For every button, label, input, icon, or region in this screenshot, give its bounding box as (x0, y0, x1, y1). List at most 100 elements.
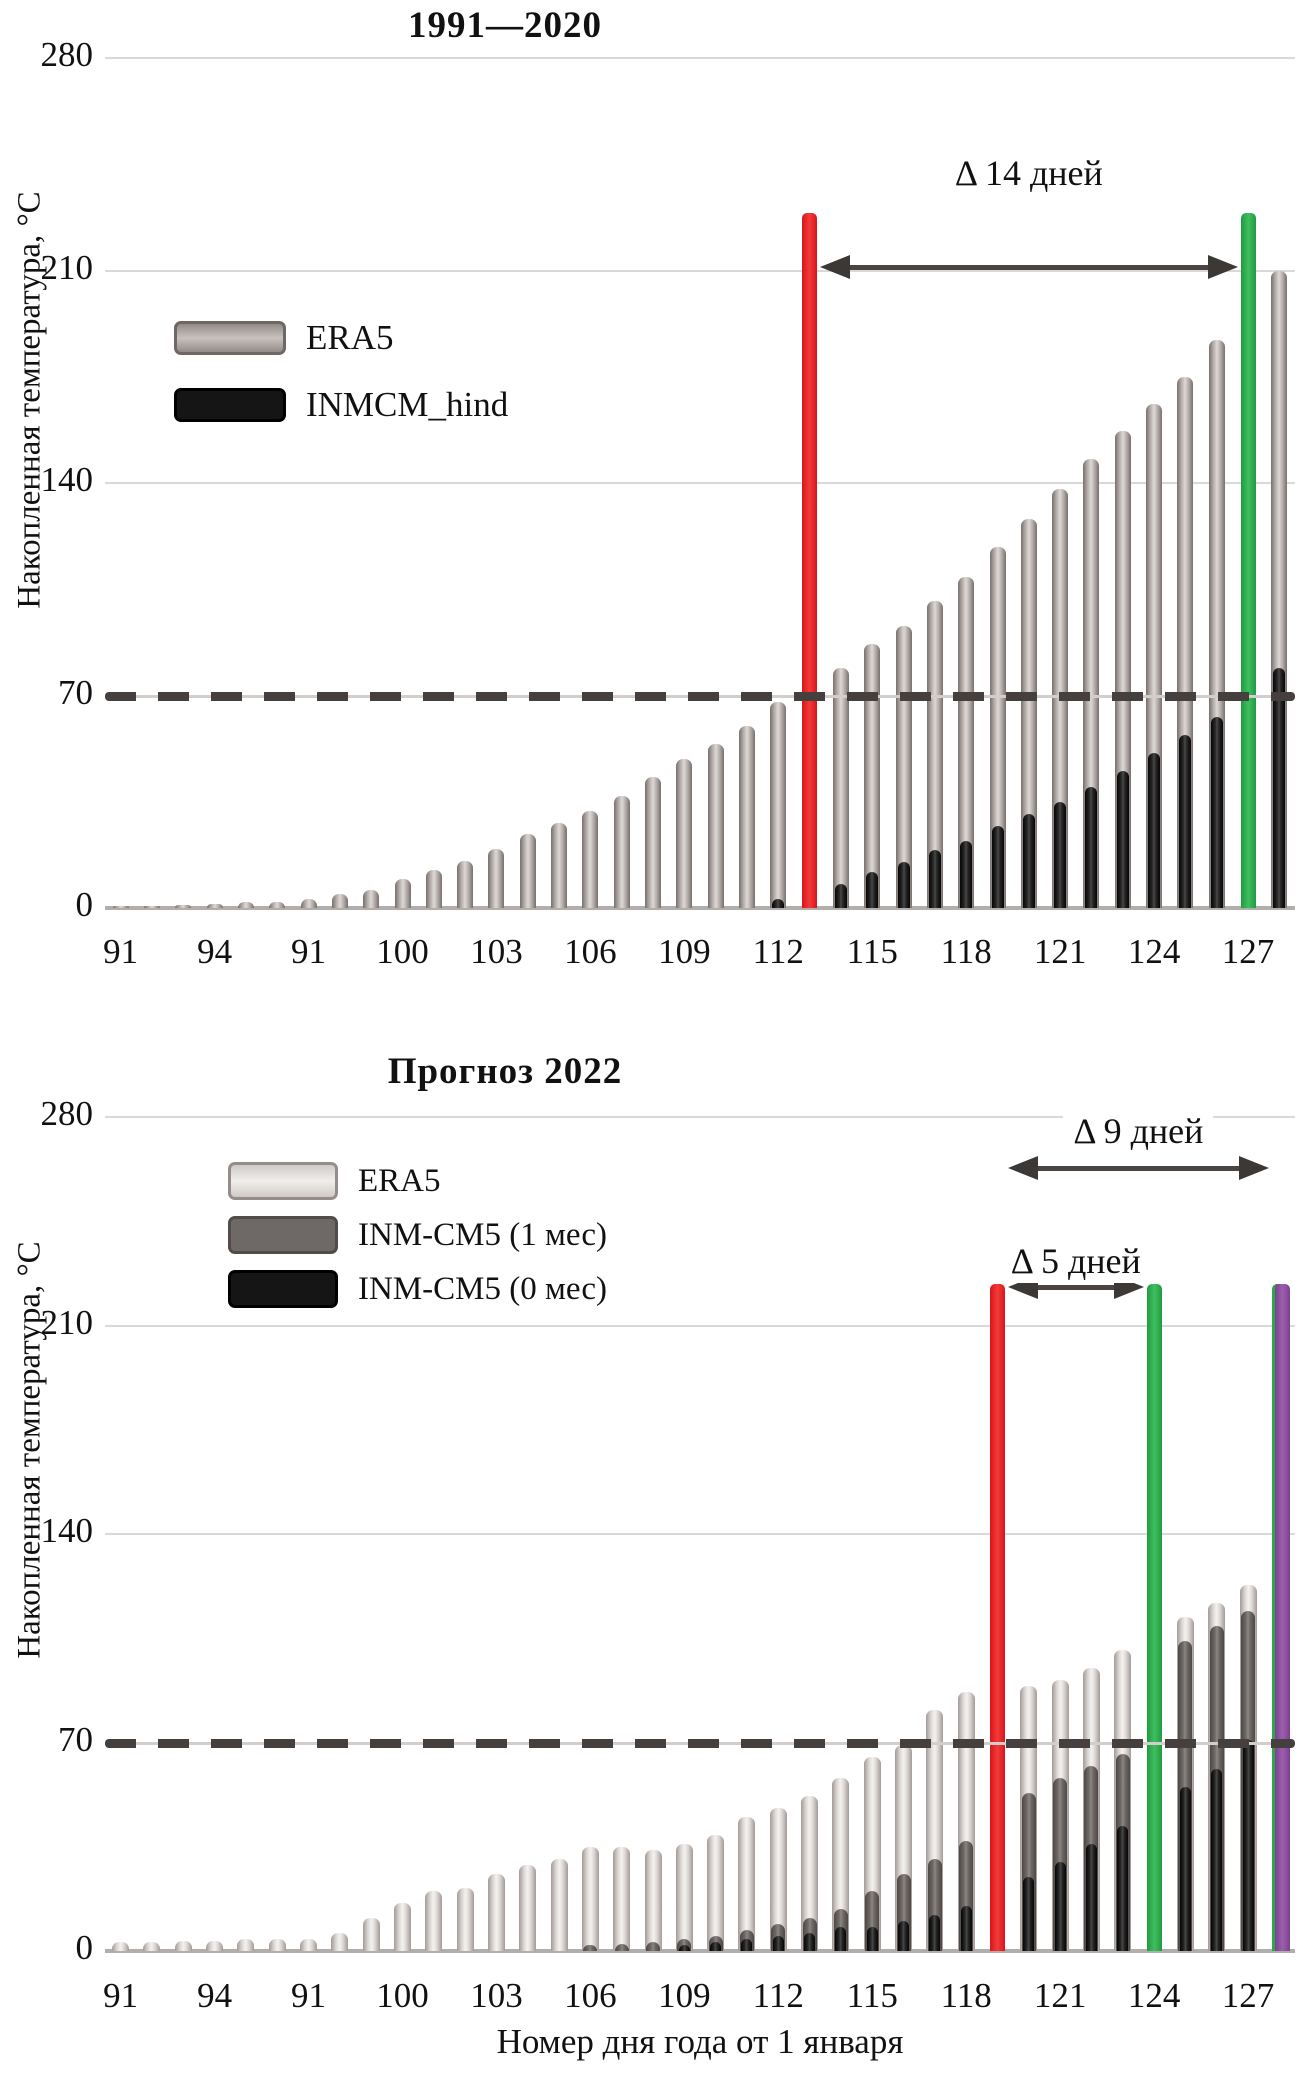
legend-swatch-era5 (174, 321, 286, 355)
gridline-210 (105, 1324, 1295, 1327)
gridline-140 (105, 1533, 1295, 1535)
bar-era5 (488, 848, 505, 908)
bar-era5 (864, 643, 881, 908)
bar-era5 (644, 1849, 662, 1951)
bar-inmcm-hind (866, 871, 879, 908)
y-tick-label: 70 (58, 1719, 93, 1759)
x-tick-label: 91 (291, 1976, 327, 2015)
bar-inm-cm5-0 (1085, 1843, 1097, 1951)
bar-inm-cm5-0 (929, 1915, 941, 1951)
bar-inm-cm5-0 (741, 1939, 753, 1951)
x-tick-label: 127 (1221, 1976, 1275, 2015)
bar-era5 (487, 1873, 505, 1951)
x-tick-label: 109 (658, 932, 711, 971)
bar-era5 (770, 701, 787, 908)
x-tick-label: 124 (1127, 1976, 1181, 2015)
x-tick-label: 103 (470, 932, 523, 971)
bar-era5 (550, 1858, 568, 1951)
bar-era5 (738, 725, 755, 908)
legend-label-inm-cm5-1: INM-CM5 (1 мес) (358, 1216, 607, 1253)
bar-inm-cm5-0 (835, 1927, 847, 1951)
green-marker-line (1146, 1283, 1162, 1951)
bar-era5 (551, 823, 568, 908)
legend-item-inm-cm5-1: INM-CM5 (1 мес) (228, 1216, 607, 1254)
y-tick-label: 210 (40, 1302, 94, 1342)
bar-inm-cm5-0 (866, 1927, 878, 1951)
bar-era5 (989, 546, 1006, 908)
bar-inm-cm5-1 (614, 1943, 629, 1951)
arrow-left-head (1008, 1155, 1038, 1180)
x-axis-title: Номер дня года от 1 января (496, 2022, 904, 2061)
x-tick-label: 100 (376, 932, 429, 971)
bar-inm-cm5-0 (1054, 1861, 1066, 1951)
delta-label: Δ 9 дней (1063, 1109, 1214, 1153)
bar-inmcm-hind (1054, 801, 1067, 908)
bar-inm-cm5-0 (1117, 1825, 1129, 1951)
bar-inmcm-hind (1179, 734, 1192, 908)
y-tick-label: 140 (40, 460, 94, 499)
bar-era5 (801, 1796, 819, 1951)
bar-era5 (926, 601, 943, 908)
legend-swatch-inmcm-hind (174, 388, 286, 422)
x-tick-label: 94 (197, 1976, 233, 2015)
bar-era5 (206, 904, 223, 908)
bar-era5 (331, 1933, 349, 1951)
bar-inmcm-hind (1210, 716, 1223, 908)
legend-item-era5: ERA5 (174, 318, 394, 358)
arrow-right-head (1238, 1155, 1269, 1180)
bar-era5 (206, 1940, 224, 1951)
delta-arrow (1030, 1284, 1122, 1290)
delta-arrow (842, 265, 1216, 271)
x-tick-label: 103 (470, 1976, 523, 2015)
bar-inm-cm5-0 (1179, 1787, 1191, 1951)
y-tick-label: 280 (40, 1094, 94, 1133)
legend-label-inm-cm5-0: INM-CM5 (0 мес) (358, 1270, 607, 1307)
bar-era5 (581, 1846, 599, 1951)
bar-inm-cm5-0 (710, 1942, 722, 1951)
bar-inm-cm5-0 (772, 1936, 784, 1951)
bar-era5 (675, 1843, 693, 1951)
bar-era5 (519, 833, 536, 908)
bar-inm-cm5-0 (898, 1921, 910, 1951)
bar-era5 (738, 1816, 756, 1951)
gridline-210 (105, 269, 1295, 272)
legend-label-era5: ERA5 (358, 1162, 441, 1199)
bar-era5 (268, 1939, 286, 1951)
bar-era5 (269, 901, 286, 908)
bar-era5 (707, 744, 724, 908)
chart2-title: Прогноз 2022 (387, 1051, 623, 1092)
x-tick-label: 91 (103, 1976, 139, 2015)
y-tick-label: 70 (58, 672, 93, 712)
delta-arrow (1030, 1165, 1247, 1171)
legend-swatch-era5 (228, 1162, 338, 1200)
bar-era5 (958, 577, 975, 908)
bar-era5 (237, 1939, 255, 1951)
y-tick-label: 210 (40, 247, 94, 287)
y-tick-label: 0 (75, 885, 94, 924)
delta-label: Δ 5 дней (1000, 1239, 1151, 1283)
bar-era5 (394, 879, 411, 908)
x-tick-label: 118 (940, 1976, 992, 2015)
legend-swatch-inm-cm5-0 (228, 1270, 338, 1308)
bar-inm-cm5-1 (583, 1945, 598, 1951)
delta-label: Δ 14 дней (944, 152, 1113, 196)
bar-inmcm-hind (834, 883, 847, 908)
x-tick-label: 106 (564, 932, 617, 971)
x-tick-label: 112 (752, 932, 804, 971)
bar-era5 (582, 810, 599, 908)
bar-era5 (143, 1942, 161, 1951)
x-axis-baseline (105, 1949, 1295, 1953)
x-tick-label: 91 (103, 932, 139, 971)
bar-inmcm-hind (897, 862, 910, 908)
bar-era5 (457, 860, 474, 908)
bar-era5 (143, 905, 160, 908)
bar-era5 (394, 1903, 411, 1951)
purple-marker-line (1271, 1283, 1290, 1951)
bar-era5 (456, 1888, 474, 1951)
bar-era5 (676, 759, 693, 908)
bar-era5 (707, 1834, 725, 1951)
x-tick-label: 127 (1221, 932, 1275, 971)
x-tick-label: 109 (658, 1976, 711, 2015)
bar-inm-cm5-0 (1023, 1876, 1035, 1951)
x-tick-label: 121 (1033, 1976, 1087, 2015)
